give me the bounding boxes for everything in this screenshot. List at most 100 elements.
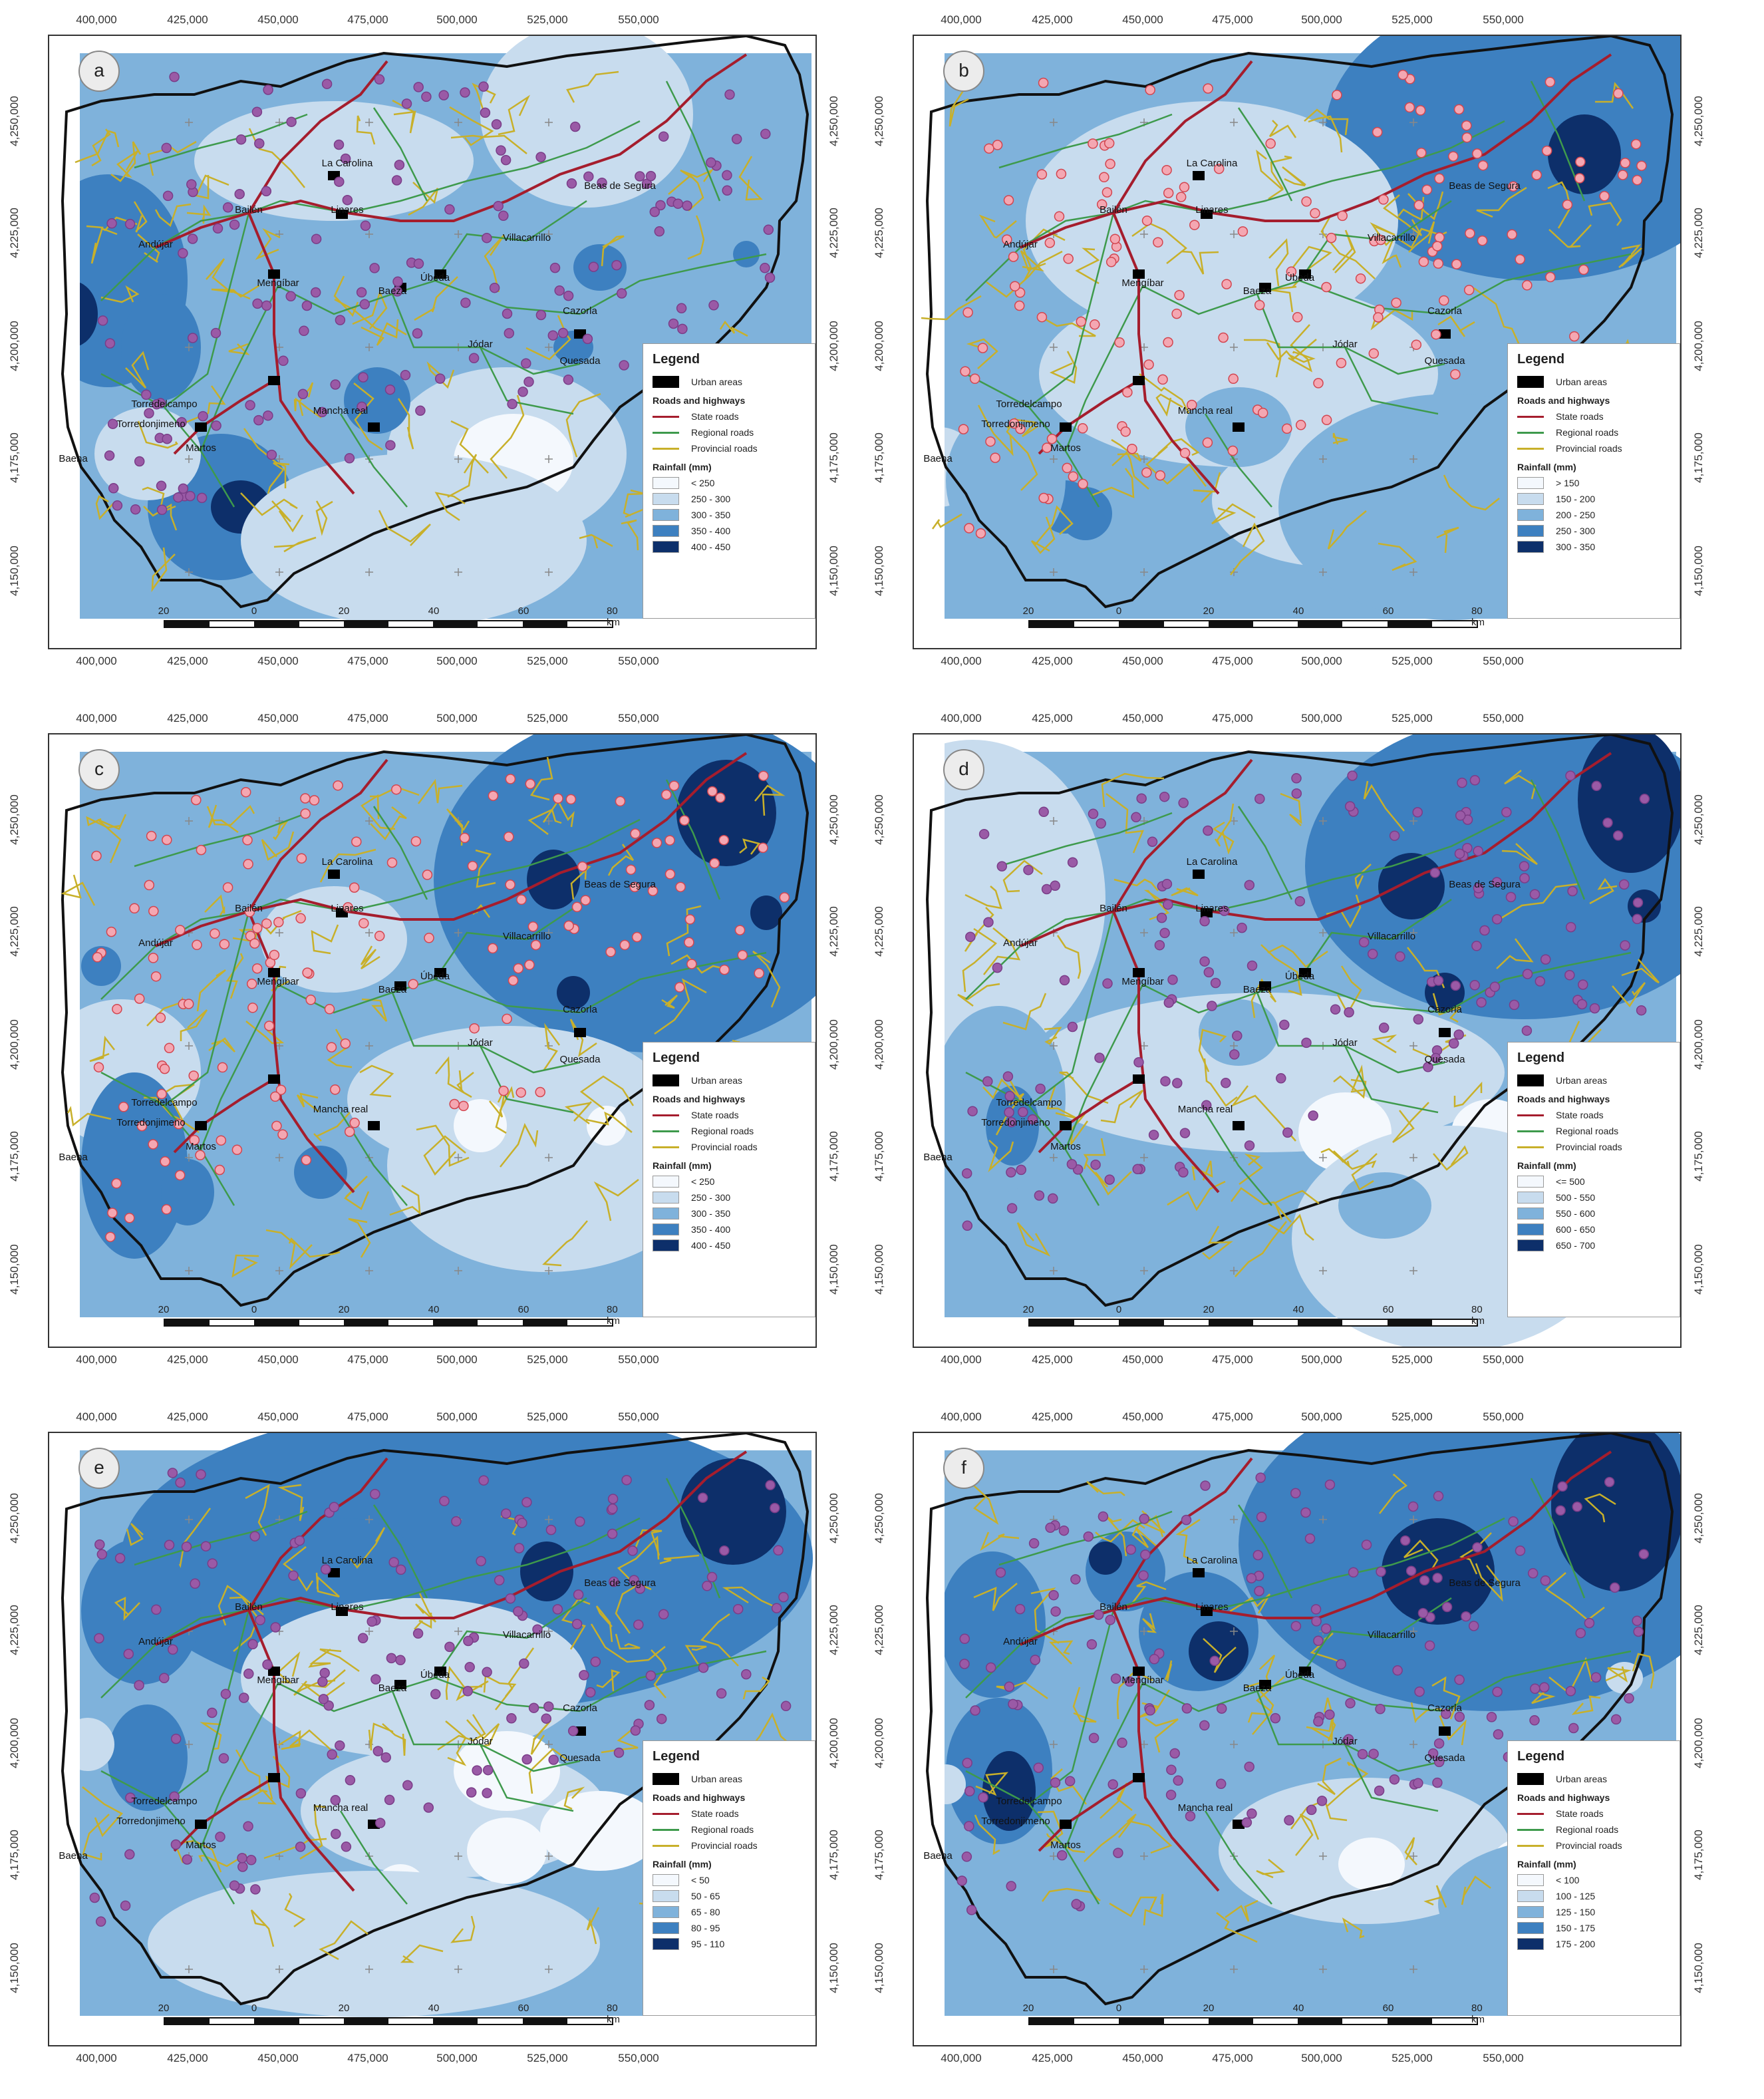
legend-regional-label: Regional roads [691,1824,754,1835]
rainfall-class-label: 400 - 450 [691,542,731,552]
legend-title: Legend [1517,352,1565,367]
town-label: Torredonjimeno [981,1117,1050,1128]
y-tick-label: 4,250,000 [827,96,840,146]
x-tick-label: 450,000 [1122,712,1163,725]
y-tick-label: 4,225,000 [1691,208,1705,258]
station-points [961,770,1650,1231]
scale-bar-label: 20 [158,605,170,617]
town-label: Torredonjimeno [116,418,185,430]
x-tick-label: 550,000 [618,712,659,725]
y-tick-label: 4,150,000 [872,1244,885,1295]
urban-area [1299,1667,1311,1676]
x-tick-label: 425,000 [1032,655,1073,667]
town-label: Jódar [1332,1736,1358,1747]
regional-road-swatch [653,431,679,434]
x-tick-label: 550,000 [1483,712,1524,725]
legend-title: Legend [653,352,700,367]
rainfall-class-swatch [653,1922,679,1934]
rainfall-class-label: 125 - 150 [1556,1907,1596,1917]
state-road-swatch [653,1812,679,1815]
x-tick-label: 450,000 [1122,2052,1163,2064]
rainfall-class-swatch [1517,541,1544,553]
x-tick-label: 450,000 [1122,1353,1163,1366]
y-tick-label: 4,225,000 [827,208,840,258]
town-label: Úbeda [1285,1669,1315,1681]
town-label: Villacarrillo [1368,1629,1415,1641]
y-tick-label: 4,250,000 [1691,96,1705,146]
x-tick-label: 475,000 [347,1353,388,1366]
town-label: Bailén [235,903,263,914]
rainfall-class-label: 250 - 300 [691,494,731,504]
legend-urban-label: Urban areas [691,1774,743,1784]
rainfall-class-swatch [653,525,679,537]
legend-title: Legend [653,1050,700,1065]
scale-bar-label: 0 [1115,605,1122,617]
scale-bar-label: 20 [1203,605,1215,617]
urban-area [1259,981,1271,991]
rainfall-class-swatch [1517,509,1544,521]
rainfall-zone [344,367,410,434]
legend-roads-title: Roads and highways [653,1094,746,1104]
y-tick-label: 4,250,000 [872,794,885,845]
town-label: Beas de Segura [584,879,656,890]
rainfall-class-swatch [653,1208,679,1219]
town-label: Torredelcampo [996,1097,1062,1108]
town-label: Beas de Segura [1449,879,1521,890]
map-panel-f: 400,000 400,000 425,000 425,000 450,000 450,0… [865,1397,1729,2082]
legend-provincial-label: Provincial roads [1556,1840,1622,1851]
rainfall-zone [1089,1541,1122,1575]
town-label: Baena [59,453,88,464]
town-label: Martos [1050,1141,1081,1152]
urban-area [268,968,280,977]
urban-area [1439,329,1451,339]
legend-rainfall-title: Rainfall (mm) [1517,1160,1576,1171]
x-tick-label: 500,000 [436,13,478,26]
town-label: Mengíbar [257,976,299,987]
rainfall-class-label: > 150 [1556,478,1580,488]
town-label: Jódar [468,1736,493,1747]
urban-area [1133,1074,1145,1084]
town-label: La Carolina [1187,1555,1238,1566]
x-tick-label: 400,000 [76,2052,117,2064]
regional-road-swatch [653,1130,679,1132]
rainfall-class-label: 150 - 200 [1556,494,1596,504]
legend-provincial-label: Provincial roads [691,1142,758,1152]
y-tick-label: 4,225,000 [872,208,885,258]
town-label: Andújar [138,239,173,250]
urban-area [268,1773,280,1782]
provincial-road-swatch [1517,1844,1544,1847]
regional-roads [100,779,767,1206]
x-tick-label: 475,000 [1212,1353,1253,1366]
x-tick-label: 525,000 [527,13,568,26]
urban-area [434,269,446,279]
town-label: La Carolina [322,158,373,169]
town-label: Torredonjimeno [981,418,1050,430]
station-points [956,1472,1650,1915]
legend-urban-label: Urban areas [1556,1075,1608,1086]
town-label: Cazorla [1427,305,1462,317]
x-tick-label: 525,000 [1392,2052,1433,2064]
rainfall-zone [161,1159,214,1225]
legend-state-label: State roads [691,1808,739,1819]
scale-bar-label: 40 [428,2003,440,2014]
rainfall-class-swatch [1517,1176,1544,1188]
x-tick-label: 525,000 [527,1410,568,1423]
urban-area [328,870,340,879]
town-label: Jódar [468,339,493,350]
rainfall-zone [982,1751,1036,1831]
y-tick-label: 4,200,000 [872,1718,885,1768]
y-tick-label: 4,200,000 [827,321,840,371]
x-tick-label: 500,000 [1301,2052,1342,2064]
scale-bar: 20 0 20 40 60 80 km [158,605,620,632]
town-label: Andújar [1003,239,1038,250]
y-tick-label: 4,200,000 [872,321,885,371]
town-label: Linares [331,204,363,216]
urban-area [394,981,406,991]
scale-bar-label: 40 [1292,605,1304,617]
y-tick-label: 4,175,000 [872,432,885,483]
y-tick-label: 4,150,000 [1691,1244,1705,1295]
town-label: Beas de Segura [584,1577,656,1589]
x-tick-label: 425,000 [167,1410,208,1423]
town-label: Quesada [560,1054,601,1065]
x-tick-label: 525,000 [1392,13,1433,26]
